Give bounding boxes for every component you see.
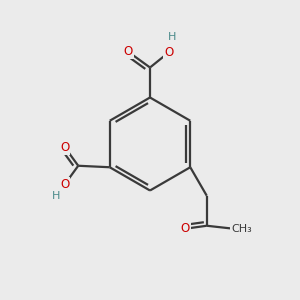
Text: CH₃: CH₃ (231, 224, 252, 234)
Text: O: O (181, 222, 190, 235)
Text: O: O (164, 46, 173, 59)
Text: H: H (52, 191, 60, 201)
Text: O: O (124, 45, 133, 58)
Text: H: H (167, 32, 176, 42)
Text: O: O (60, 178, 69, 191)
Text: O: O (60, 141, 69, 154)
